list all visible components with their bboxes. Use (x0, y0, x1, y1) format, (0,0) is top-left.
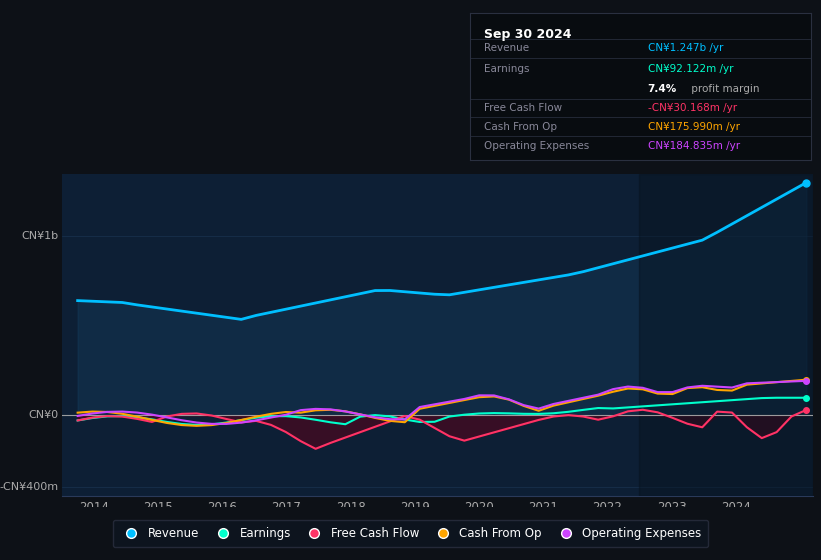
Text: CN¥184.835m /yr: CN¥184.835m /yr (648, 141, 740, 151)
Text: Earnings: Earnings (484, 64, 530, 73)
Text: Revenue: Revenue (484, 43, 530, 53)
Bar (640, 174, 813, 496)
Legend: Revenue, Earnings, Free Cash Flow, Cash From Op, Operating Expenses: Revenue, Earnings, Free Cash Flow, Cash … (112, 520, 709, 547)
Text: Operating Expenses: Operating Expenses (484, 141, 589, 151)
Text: Free Cash Flow: Free Cash Flow (484, 103, 562, 113)
Text: profit margin: profit margin (689, 84, 760, 94)
Text: Sep 30 2024: Sep 30 2024 (484, 27, 571, 40)
Text: -CN¥30.168m /yr: -CN¥30.168m /yr (648, 103, 736, 113)
Text: -CN¥400m: -CN¥400m (0, 482, 58, 492)
Text: CN¥1.247b /yr: CN¥1.247b /yr (648, 43, 723, 53)
Text: CN¥1b: CN¥1b (21, 231, 58, 241)
Text: CN¥0: CN¥0 (28, 410, 58, 420)
Text: CN¥92.122m /yr: CN¥92.122m /yr (648, 64, 733, 73)
Text: 7.4%: 7.4% (648, 84, 677, 94)
Text: Cash From Op: Cash From Op (484, 122, 557, 132)
Text: CN¥175.990m /yr: CN¥175.990m /yr (648, 122, 740, 132)
